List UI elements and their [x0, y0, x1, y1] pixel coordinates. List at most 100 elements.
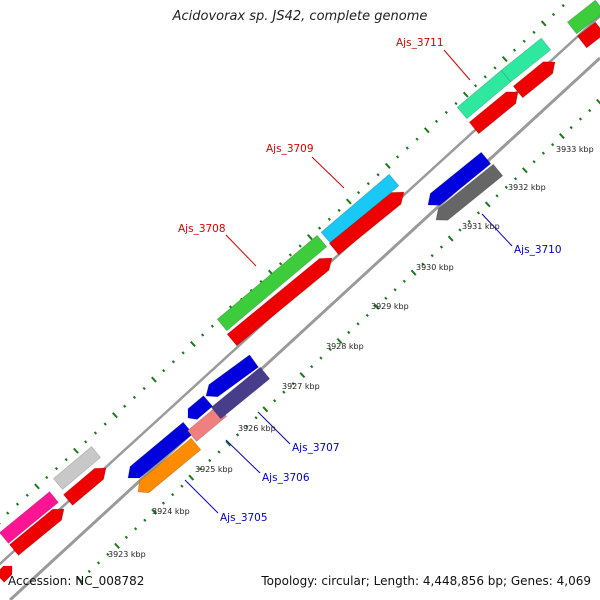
- tick-mark: [54, 466, 59, 471]
- tick-mark: [356, 322, 360, 326]
- tick-label: 3927 kbp: [282, 382, 320, 391]
- tick-mark: [25, 493, 29, 497]
- tick-mark: [103, 422, 107, 426]
- tick-mark: [522, 39, 526, 43]
- forward-cds: [62, 467, 107, 506]
- gene-label: Ajs_3707: [292, 442, 340, 454]
- tick-mark: [551, 12, 556, 17]
- tick-mark: [410, 269, 417, 276]
- tick-mark: [462, 91, 469, 98]
- tick-mark: [588, 108, 592, 113]
- tick-mark: [171, 360, 176, 364]
- tick-mark: [217, 450, 221, 454]
- reverse-gene: [435, 163, 504, 221]
- tick-mark: [64, 458, 68, 462]
- tick-mark: [114, 542, 120, 549]
- tick-mark: [34, 483, 40, 490]
- tick-mark: [393, 288, 397, 292]
- tick-mark: [299, 372, 306, 379]
- tick-mark: [395, 155, 400, 159]
- leader-line: [184, 479, 219, 514]
- tick-mark: [473, 84, 478, 88]
- accession-text: Accession: NC_008782: [8, 574, 145, 588]
- tick-mark: [282, 390, 286, 394]
- tick-mark: [6, 511, 10, 515]
- tick-mark: [93, 431, 98, 435]
- forward-gene: [0, 491, 59, 544]
- tick-mark: [306, 234, 313, 241]
- forward-cds: [226, 257, 333, 347]
- tick-mark: [151, 376, 157, 383]
- tick-mark: [123, 404, 127, 408]
- tick-mark: [327, 217, 331, 221]
- tick-mark: [198, 467, 203, 471]
- tick-mark: [162, 369, 166, 373]
- tick-mark: [483, 75, 487, 79]
- tick-mark: [559, 133, 565, 140]
- leader-line: [311, 156, 345, 189]
- tick-mark: [15, 502, 20, 506]
- tick-mark: [201, 333, 205, 337]
- tick-label: 3931 kbp: [462, 222, 500, 231]
- gene-features: [0, 0, 600, 583]
- tick-mark: [384, 296, 388, 300]
- tick-mark: [444, 110, 448, 115]
- genome-summary-text: Topology: circular; Length: 4,448,856 bp…: [261, 574, 591, 588]
- tick-mark: [151, 508, 158, 515]
- tick-mark: [112, 412, 118, 419]
- gene-label: Ajs_3705: [220, 512, 268, 524]
- gene-labels: Ajs_3711 Ajs_3709 Ajs_3708 Ajs_3710 Ajs_3707…: [178, 37, 562, 524]
- reverse-gene: [427, 151, 492, 206]
- tick-mark: [384, 162, 391, 169]
- reverse-gene: [187, 395, 214, 420]
- tick-mark: [143, 518, 147, 522]
- tick-mark: [423, 127, 430, 134]
- tick-mark: [504, 185, 508, 189]
- tick-mark: [171, 492, 175, 497]
- tick-mark: [495, 194, 499, 198]
- tick-mark: [561, 3, 565, 8]
- tick-mark: [262, 406, 269, 413]
- tick-mark: [467, 219, 471, 224]
- tick-mark: [336, 337, 343, 345]
- forward-cds: [9, 508, 65, 556]
- tick-label: 3930 kbp: [416, 263, 454, 272]
- gene-label: Ajs_3711: [396, 37, 444, 49]
- tick-mark: [366, 182, 370, 186]
- tick-mark: [87, 569, 91, 574]
- forward-cds: [0, 565, 13, 583]
- tick-mark: [532, 30, 536, 34]
- tick-mark: [77, 576, 83, 584]
- tick-mark: [254, 416, 258, 420]
- tick-mark: [512, 48, 517, 52]
- tick-mark: [124, 535, 128, 539]
- tick-mark: [569, 125, 573, 130]
- tick-mark: [84, 440, 88, 444]
- reverse-gene: [205, 354, 259, 398]
- forward-cds: [576, 21, 600, 49]
- gene-label: Ajs_3706: [262, 472, 310, 484]
- tick-mark: [476, 211, 481, 215]
- backbone-line: [8, 56, 600, 600]
- tick-mark: [133, 527, 138, 531]
- tick-mark: [188, 474, 195, 481]
- reverse-gene: [210, 366, 271, 420]
- tick-mark: [365, 313, 369, 317]
- tick-mark: [235, 433, 240, 437]
- tick-mark: [430, 253, 434, 258]
- tick-label: 3926 kbp: [238, 424, 276, 433]
- tick-mark: [190, 340, 196, 347]
- tick-mark: [310, 364, 314, 369]
- tick-mark: [181, 351, 185, 355]
- tick-mark: [532, 160, 536, 164]
- tick-mark: [96, 561, 101, 565]
- tick-mark: [132, 395, 137, 399]
- map-title: Acidovorax sp. JS42, complete genome: [172, 9, 428, 24]
- gene-label: Ajs_3708: [178, 223, 226, 235]
- tick-mark: [513, 177, 518, 181]
- tick-label: 3928 kbp: [326, 342, 364, 351]
- gene-label: Ajs_3709: [266, 143, 314, 155]
- tick-mark: [278, 262, 283, 266]
